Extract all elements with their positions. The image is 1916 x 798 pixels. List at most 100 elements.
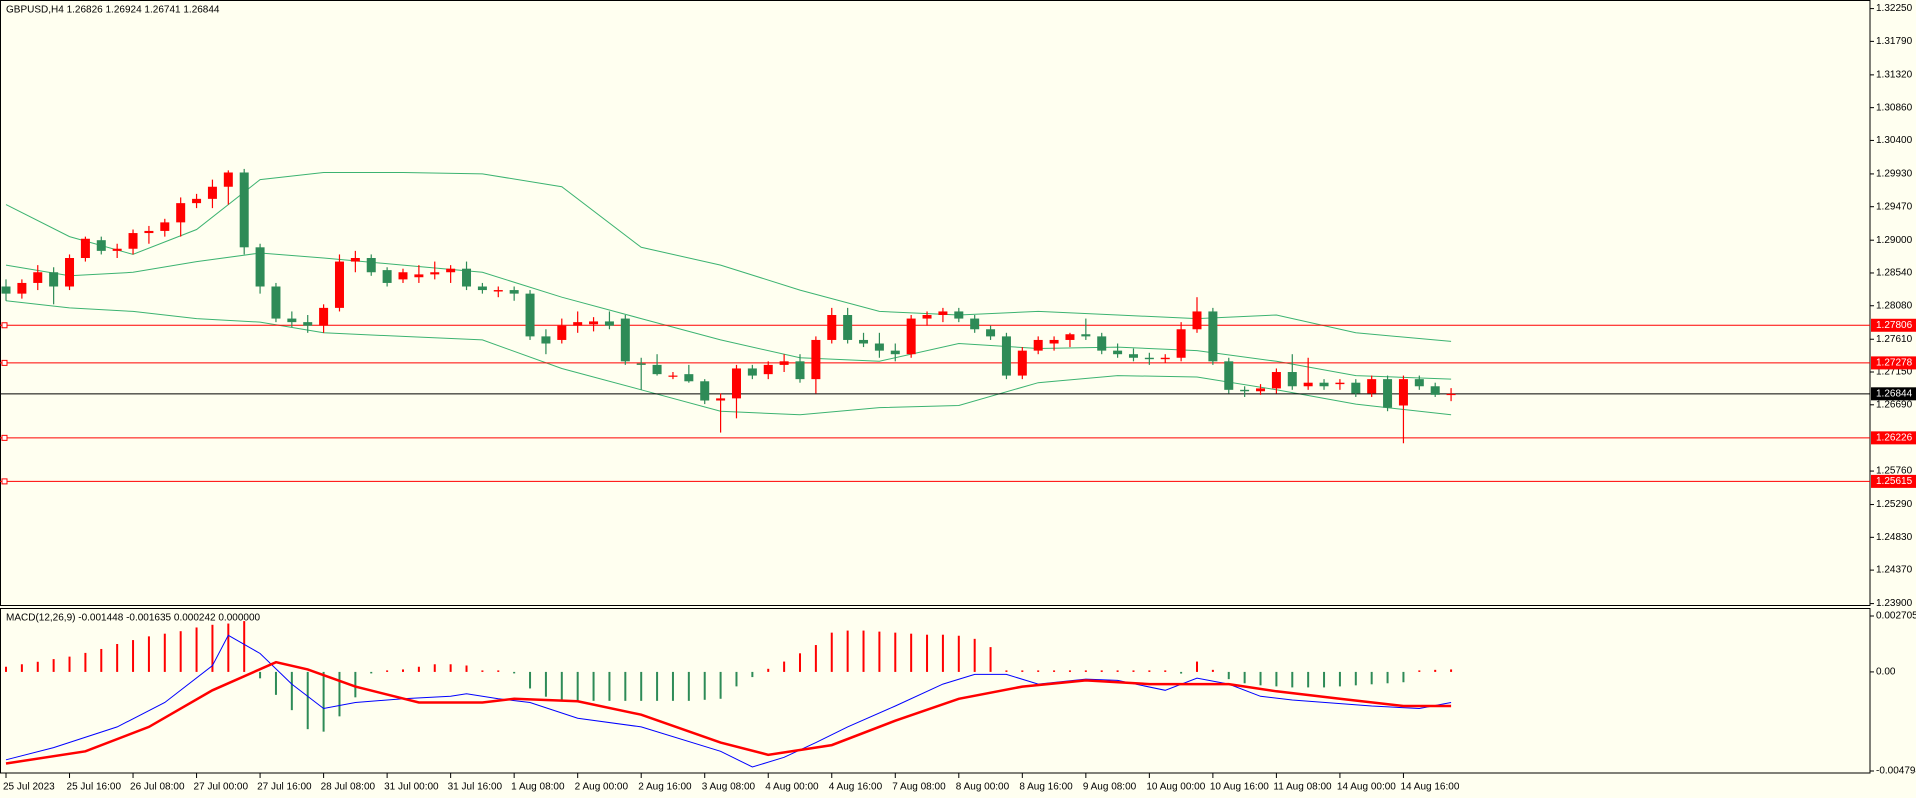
x-tick-label: 27 Jul 16:00 xyxy=(257,782,312,793)
candle-body xyxy=(287,318,297,323)
candle-body xyxy=(938,311,948,316)
candle-body xyxy=(366,258,376,273)
candle-body xyxy=(1144,357,1154,360)
candle-body xyxy=(1367,379,1377,394)
candle-body xyxy=(636,363,646,365)
candle-body xyxy=(541,336,551,344)
x-tick-label: 3 Aug 08:00 xyxy=(702,782,756,793)
candle-body xyxy=(1271,372,1281,389)
level-marker xyxy=(1,322,8,329)
candle-body xyxy=(144,230,154,234)
x-tick-label: 4 Aug 16:00 xyxy=(829,782,883,793)
candle-body xyxy=(1351,382,1361,394)
candle-body xyxy=(1192,311,1202,330)
y-tick-label: 0.002705 xyxy=(1876,611,1916,622)
candle-body xyxy=(382,270,392,283)
y-tick-label: 1.32250 xyxy=(1876,3,1913,14)
level-label-box xyxy=(1871,356,1916,370)
x-tick-label: 26 Jul 08:00 xyxy=(130,782,185,793)
x-tick-label: 25 Jul 16:00 xyxy=(67,782,122,793)
y-tick-label: 1.26690 xyxy=(1876,399,1913,410)
x-tick-label: 10 Aug 16:00 xyxy=(1210,782,1269,793)
candle-body xyxy=(1,286,11,294)
candle-body xyxy=(970,318,980,330)
chart-title: GBPUSD,H4 1.26826 1.26924 1.26741 1.2684… xyxy=(6,5,220,16)
x-tick-label: 28 Jul 08:00 xyxy=(321,782,376,793)
candle-body xyxy=(192,198,202,204)
level-label-box xyxy=(1871,474,1916,488)
candle-body xyxy=(1240,389,1250,392)
x-tick-label: 14 Aug 16:00 xyxy=(1400,782,1459,793)
x-tick-label: 27 Jul 00:00 xyxy=(194,782,249,793)
bollinger-upper xyxy=(5,172,1452,342)
y-tick-label: 1.29470 xyxy=(1876,201,1913,212)
candle-body xyxy=(684,374,694,382)
candle-body xyxy=(128,233,138,249)
candle-body xyxy=(859,339,869,344)
candle-body xyxy=(1001,336,1011,376)
candle-body xyxy=(1208,311,1218,362)
candle-body xyxy=(795,361,805,380)
y-tick-label: 1.30400 xyxy=(1876,135,1913,146)
macd-title: MACD(12,26,9) -0.001448 -0.001635 0.0002… xyxy=(6,613,261,624)
candle-body xyxy=(112,248,122,251)
x-tick-label: 1 Aug 08:00 xyxy=(511,782,565,793)
candle-body xyxy=(620,318,630,362)
candle-body xyxy=(1398,379,1408,406)
candle-body xyxy=(906,318,916,355)
x-tick-label: 11 Aug 08:00 xyxy=(1273,782,1332,793)
y-tick-label: 1.28540 xyxy=(1876,268,1913,279)
candle-body xyxy=(1224,361,1234,390)
candle-body xyxy=(1335,382,1345,385)
price-label-box xyxy=(1871,387,1916,401)
candle-body xyxy=(1033,339,1043,351)
candle-body xyxy=(160,222,170,231)
candle-body xyxy=(255,247,265,287)
level-label: 1.27806 xyxy=(1876,320,1913,331)
candle-body xyxy=(1113,350,1123,355)
y-tick-label: 1.27150 xyxy=(1876,367,1913,378)
level-label-box xyxy=(1871,431,1916,445)
candle-body xyxy=(1446,393,1456,396)
candle-body xyxy=(874,343,884,351)
candle-body xyxy=(1065,334,1075,340)
candle-body xyxy=(319,307,329,326)
candle-body xyxy=(96,240,106,251)
y-tick-label: 1.27610 xyxy=(1876,334,1913,345)
candle-body xyxy=(462,268,472,287)
candle-body xyxy=(1303,382,1313,387)
candle-body xyxy=(33,272,43,283)
x-tick-label: 8 Aug 00:00 xyxy=(956,782,1010,793)
candle-body xyxy=(589,321,599,325)
level-label-box xyxy=(1871,318,1916,332)
y-tick-label: 1.23900 xyxy=(1876,598,1913,609)
candle-body xyxy=(557,325,567,340)
level-label: 1.25615 xyxy=(1876,476,1913,487)
candle-body xyxy=(716,398,726,401)
candle-body xyxy=(350,258,360,262)
bollinger-lower xyxy=(5,300,1452,416)
candle-body xyxy=(49,272,59,287)
candle-body xyxy=(1097,336,1107,351)
candle-body xyxy=(1128,354,1138,358)
macd-line xyxy=(5,660,1452,765)
candle-body xyxy=(843,315,853,340)
candle-body xyxy=(700,381,710,401)
level-label: 1.26226 xyxy=(1876,432,1913,443)
candle-body xyxy=(1414,379,1424,387)
candle-body xyxy=(525,293,535,337)
candle-body xyxy=(1176,329,1186,358)
macd-panel-frame xyxy=(0,608,1871,774)
candle-body xyxy=(1049,339,1059,344)
candle-body xyxy=(763,364,773,375)
y-tick-label: 1.31790 xyxy=(1876,36,1913,47)
candle-body xyxy=(207,186,217,199)
candle-body xyxy=(1160,357,1170,360)
candle-body xyxy=(827,315,837,340)
candle-body xyxy=(652,364,662,375)
candle-body xyxy=(80,238,90,259)
y-tick-label: 1.29930 xyxy=(1876,169,1913,180)
price-label: 1.26844 xyxy=(1876,388,1913,399)
y-tick-label: 1.25290 xyxy=(1876,499,1913,510)
